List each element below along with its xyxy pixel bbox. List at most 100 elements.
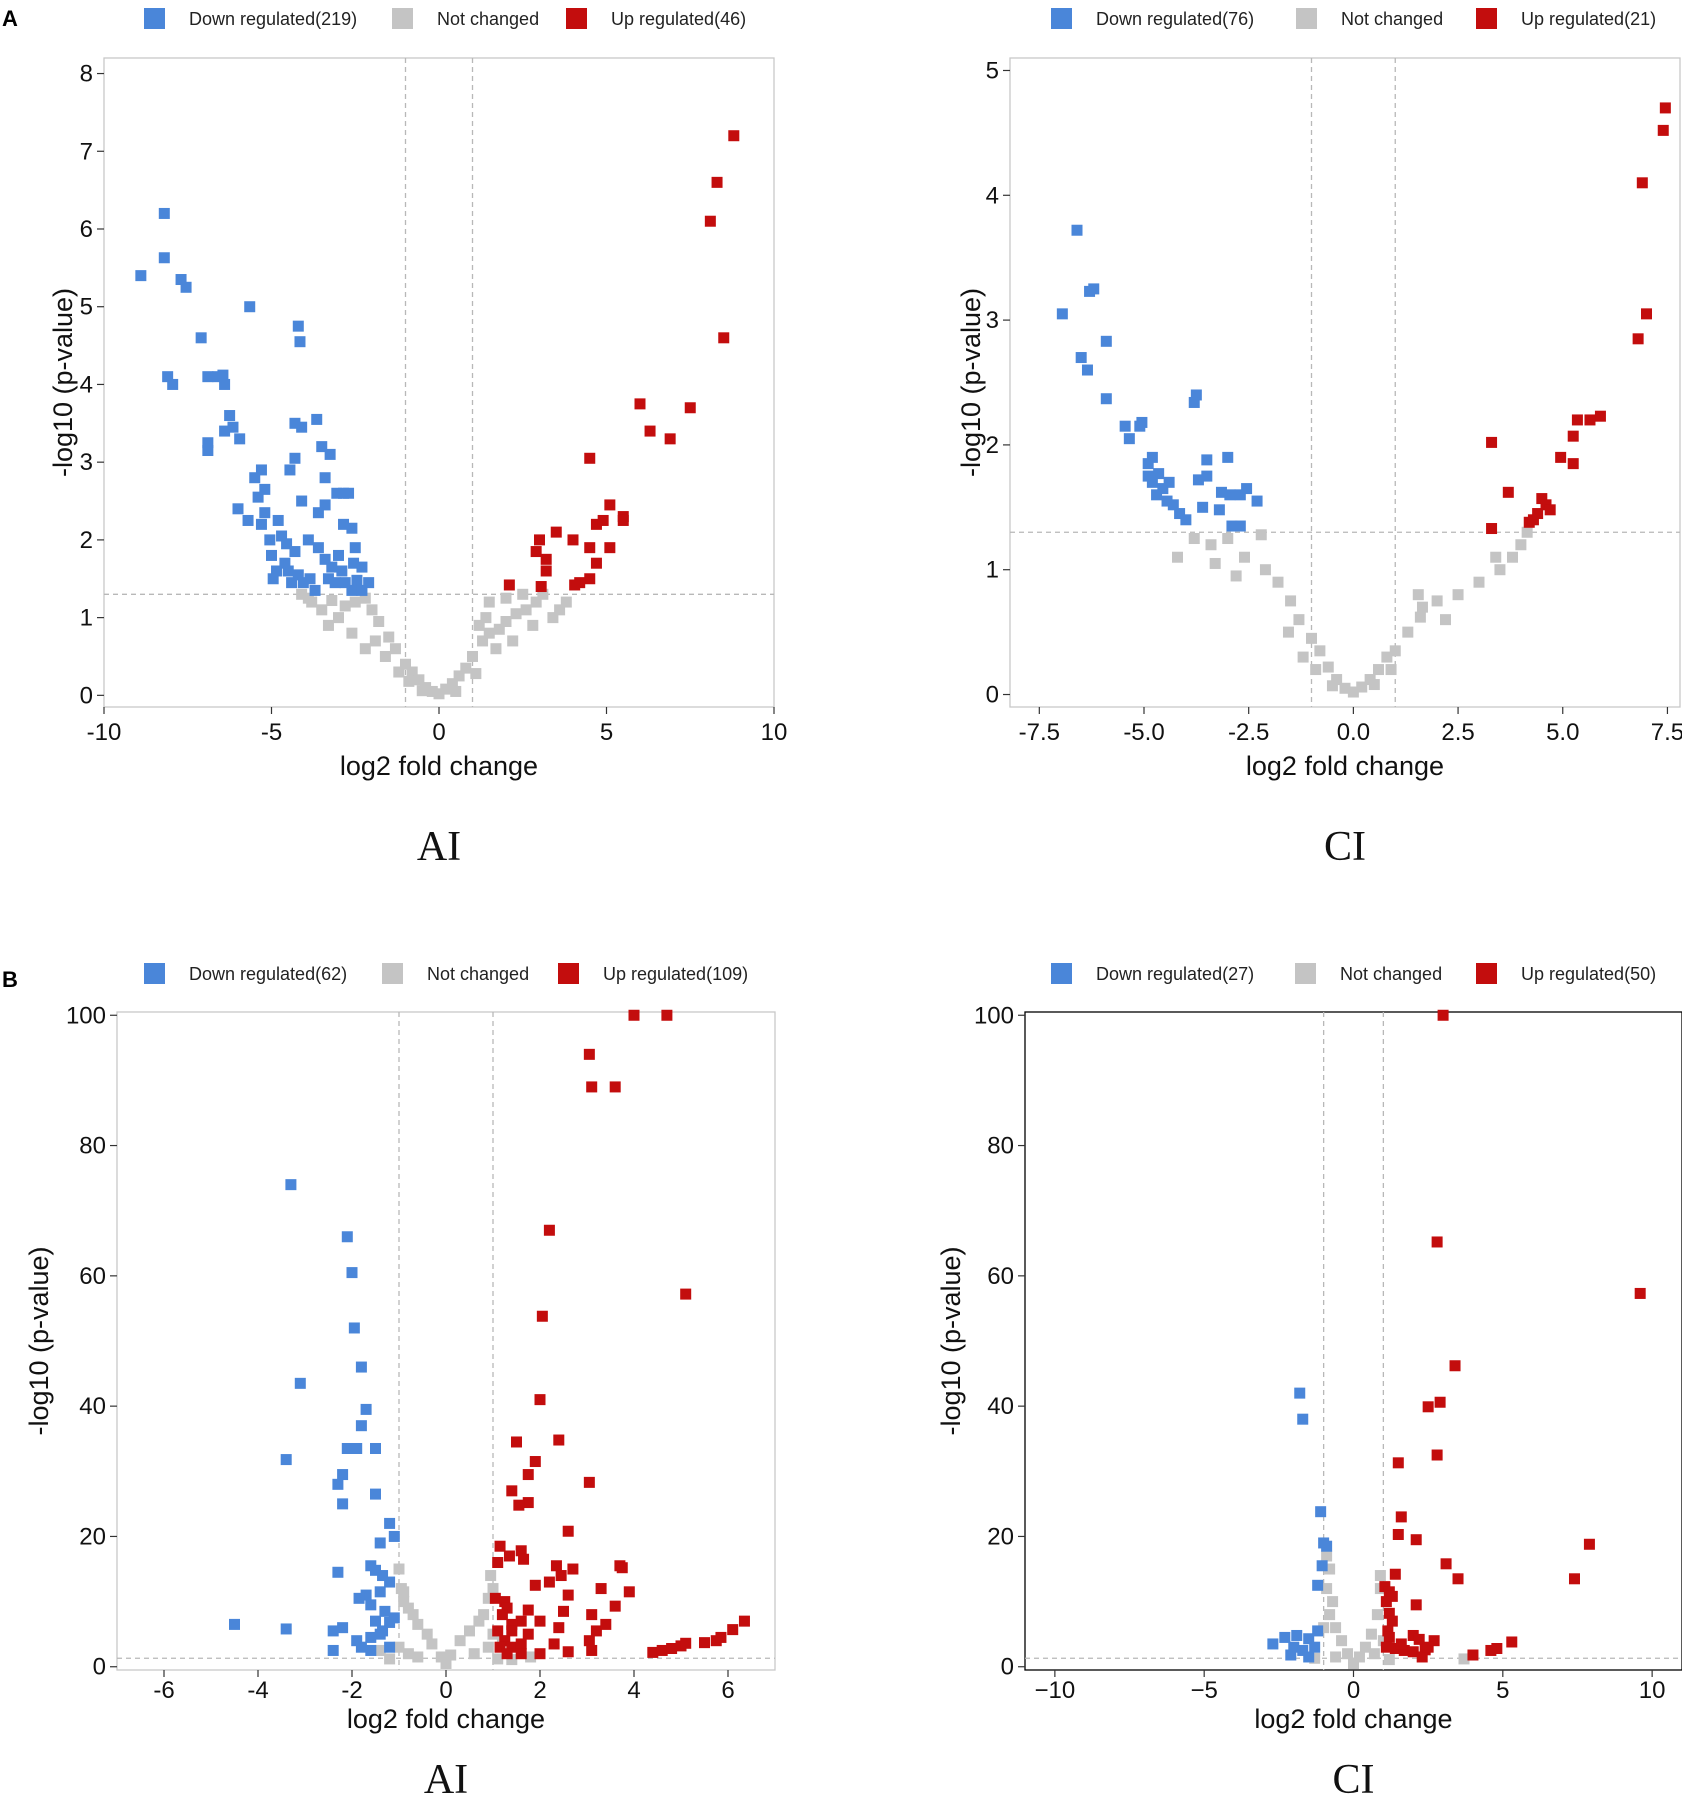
x-tick-label: -7.5: [1019, 719, 1060, 746]
data-point-up: [586, 1644, 598, 1656]
data-point-not-changed: [1336, 1635, 1348, 1647]
data-point-down: [332, 1478, 344, 1490]
data-point-not-changed: [453, 670, 465, 682]
data-point-down: [365, 1644, 377, 1656]
data-point-down: [356, 561, 368, 573]
legend-swatch-up: [1476, 8, 1497, 29]
data-point-up: [616, 1562, 628, 1574]
data-point-up: [536, 1310, 548, 1322]
data-point-not-changed: [379, 650, 391, 662]
data-point-up: [553, 1434, 565, 1446]
data-point-not-changed: [1414, 611, 1426, 623]
data-point-down: [337, 1622, 349, 1634]
data-point-down: [355, 1361, 367, 1373]
up-points: [503, 130, 740, 593]
data-point-down: [252, 491, 264, 503]
data-point-not-changed: [1172, 551, 1183, 563]
data-point-down: [202, 371, 214, 383]
data-point-up: [595, 1583, 607, 1595]
data-point-not-changed: [506, 1654, 518, 1666]
data-point-up: [522, 1469, 534, 1481]
data-point-not-changed: [1347, 686, 1359, 698]
data-point-up: [562, 1646, 574, 1658]
data-point-up: [550, 1560, 562, 1572]
legend-swatch-down: [1051, 8, 1072, 29]
data-point-not-changed: [412, 1651, 424, 1663]
data-point-down: [331, 487, 343, 499]
data-point-down: [326, 561, 338, 573]
legend-label-down: Down regulated(76): [1096, 9, 1254, 29]
data-point-down: [1146, 476, 1158, 488]
data-point-down: [1167, 499, 1179, 511]
y-tick-label: 7: [80, 138, 93, 165]
data-point-not-changed: [1440, 614, 1451, 626]
data-point-down: [1303, 1651, 1315, 1663]
data-point-up: [1634, 1287, 1646, 1299]
data-point-not-changed: [1310, 664, 1322, 676]
data-point-up: [666, 1643, 678, 1655]
data-point-up: [540, 553, 552, 565]
y-tick-label: 8: [80, 61, 93, 88]
y-tick-label: 80: [79, 1133, 106, 1160]
data-point-not-changed: [1402, 626, 1414, 638]
legend-label-up: Up regulated(50): [1521, 964, 1656, 984]
data-point-down: [1234, 520, 1246, 532]
volcano-chart-1: -10 -5 0 5 10 0 1 2 3 4 5 6 7 8 log2 fold change -log10…: [48, 8, 787, 870]
data-point-up: [1571, 414, 1583, 426]
data-point-up: [534, 1615, 546, 1627]
y-tick-label: 1: [80, 605, 93, 632]
data-point-up: [583, 1635, 595, 1647]
x-axis-title: log2 fold change: [1246, 751, 1444, 781]
data-point-up: [522, 1604, 534, 1616]
data-point-down: [374, 1586, 386, 1598]
data-point-up: [1527, 514, 1539, 526]
data-point-not-changed: [1230, 570, 1242, 582]
legend-swatch-up: [558, 963, 579, 984]
x-tick-label: 6: [721, 1677, 734, 1704]
data-point-down: [349, 542, 361, 554]
data-point-not-changed: [1272, 576, 1284, 588]
data-point-up: [1485, 1644, 1497, 1656]
data-point-down: [319, 499, 331, 511]
data-point-not-changed: [520, 604, 532, 616]
data-point-not-changed: [493, 623, 505, 635]
data-point-up: [503, 579, 515, 591]
data-point-up: [1407, 1629, 1419, 1641]
data-point-up: [515, 1648, 527, 1660]
data-point-up: [529, 1579, 541, 1591]
data-point-not-changed: [326, 595, 338, 607]
x-axis-title: log2 fold change: [347, 1704, 545, 1734]
data-point-not-changed: [483, 596, 495, 608]
data-point-not-changed: [483, 627, 495, 639]
data-point-up: [1467, 1649, 1479, 1661]
data-point-down: [1226, 520, 1238, 532]
data-point-not-changed: [384, 1653, 396, 1665]
data-point-down: [336, 565, 348, 577]
data-point-up: [534, 1394, 546, 1406]
data-point-up: [604, 499, 616, 511]
x-tick-label: 2: [533, 1677, 546, 1704]
data-point-down: [1312, 1625, 1324, 1637]
data-point-down: [1142, 470, 1154, 482]
data-point-up: [1452, 1573, 1464, 1585]
data-point-not-changed: [349, 596, 361, 608]
data-point-down: [351, 574, 363, 586]
data-point-not-changed: [530, 596, 542, 608]
data-point-down: [370, 1442, 381, 1454]
data-point-down: [343, 487, 355, 499]
data-point-not-changed: [316, 604, 328, 616]
legend: Down regulated(76) Not changed Up regulate…: [1051, 8, 1656, 29]
data-point-down: [329, 577, 341, 589]
data-point-up: [1380, 1596, 1392, 1608]
y-tick-label: 6: [80, 216, 93, 243]
legend-swatch-not-changed: [382, 963, 403, 984]
data-point-up: [1502, 486, 1514, 498]
data-point-not-changed: [359, 592, 371, 604]
legend-swatch-up: [1476, 963, 1497, 984]
data-point-up: [590, 557, 602, 569]
data-point-down: [292, 569, 304, 581]
data-point-up: [617, 514, 629, 526]
data-point-down: [1224, 489, 1236, 501]
data-point-up: [590, 518, 602, 530]
x-tick-label: 10: [761, 719, 788, 746]
